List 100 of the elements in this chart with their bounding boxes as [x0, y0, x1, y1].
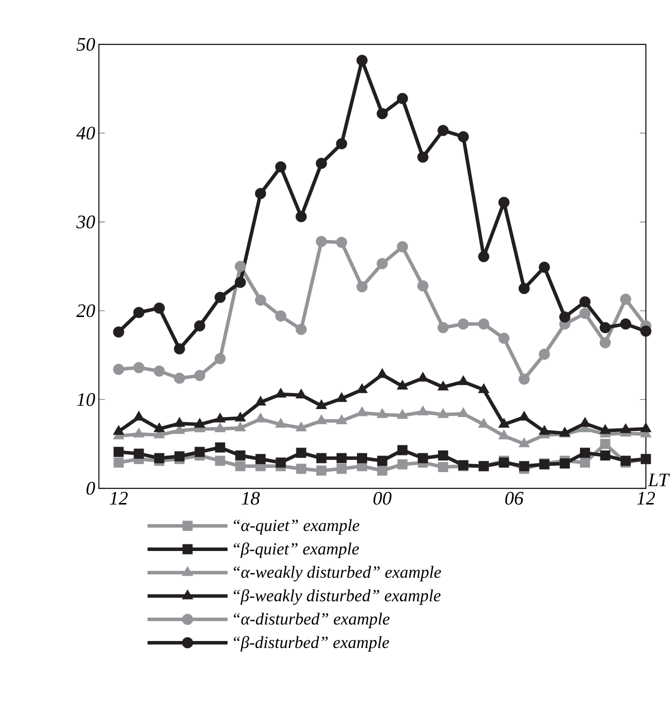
point [600, 424, 611, 434]
y-tick-label: 20 [76, 304, 96, 318]
point [214, 422, 226, 432]
point [396, 241, 408, 252]
point [113, 424, 124, 435]
point [296, 211, 307, 222]
point [316, 399, 328, 410]
point [518, 374, 530, 385]
point [214, 353, 226, 364]
y-tick-label: 30 [76, 216, 96, 228]
point [478, 251, 490, 262]
legend-label: “α-disturbed” example [234, 612, 390, 628]
point [114, 458, 124, 468]
point [518, 437, 530, 448]
point [133, 410, 145, 421]
point [376, 258, 388, 270]
y-tick-label: 40 [76, 126, 96, 140]
point [438, 450, 448, 461]
point [458, 131, 469, 142]
point [458, 375, 470, 386]
point [498, 332, 510, 344]
point [255, 294, 266, 306]
point [356, 281, 368, 292]
point [417, 280, 429, 292]
point [275, 310, 286, 322]
point [133, 428, 145, 438]
point [154, 302, 165, 314]
point [538, 348, 550, 360]
point [194, 320, 206, 332]
point [174, 343, 186, 354]
point [316, 414, 328, 424]
point [154, 422, 166, 432]
point [559, 311, 570, 323]
y-tick-label: 50 [76, 38, 96, 51]
point [519, 461, 530, 472]
x-tick-label: 00 [374, 492, 392, 505]
point [234, 421, 246, 432]
point [316, 158, 328, 169]
point [255, 188, 266, 200]
point [356, 54, 368, 66]
legend-label: “α-weakly disturbed” example [234, 566, 442, 582]
point [154, 453, 164, 464]
point [600, 450, 610, 461]
x-tick-label: 12 [637, 492, 656, 504]
point [580, 296, 591, 308]
point [316, 453, 327, 464]
point [438, 124, 449, 136]
point [518, 410, 530, 421]
x-tick-label: 06 [505, 492, 524, 505]
legend-label: “β-weakly disturbed” example [234, 589, 441, 605]
x-axis-title: LT [648, 474, 670, 486]
point [336, 414, 348, 424]
point [640, 326, 652, 337]
point [235, 461, 246, 472]
point [296, 324, 307, 335]
point [417, 152, 429, 163]
point [478, 318, 490, 330]
point [538, 424, 550, 435]
point [518, 282, 530, 294]
point [640, 422, 652, 432]
x-tick-label: 12 [110, 492, 128, 504]
point [438, 408, 449, 418]
point [275, 161, 286, 172]
point [275, 388, 287, 398]
point [478, 383, 490, 394]
point [296, 388, 307, 398]
point [214, 412, 226, 422]
point [113, 326, 124, 338]
point [498, 196, 510, 208]
y-tick-label: 10 [77, 393, 96, 406]
point [377, 456, 388, 466]
point [296, 421, 307, 432]
point [336, 464, 347, 474]
point [194, 370, 206, 382]
point [600, 438, 610, 449]
point [560, 458, 570, 469]
point [275, 418, 287, 428]
point [134, 448, 144, 459]
point [458, 318, 469, 330]
point [417, 405, 429, 416]
point [194, 446, 205, 457]
point [316, 466, 327, 476]
point [418, 453, 428, 464]
point [254, 396, 266, 406]
point [396, 380, 408, 390]
point [336, 453, 347, 464]
point [113, 364, 124, 375]
point [580, 308, 591, 319]
point [538, 262, 550, 273]
point [215, 442, 226, 453]
point [376, 408, 388, 418]
point [580, 458, 590, 468]
point [498, 418, 510, 428]
point [438, 322, 449, 334]
legend-label: “β-disturbed” example [234, 636, 390, 652]
point [133, 362, 144, 374]
legend-label: “β-quiet” example [234, 542, 359, 558]
point [316, 236, 328, 248]
point [438, 462, 448, 472]
point [356, 406, 368, 416]
